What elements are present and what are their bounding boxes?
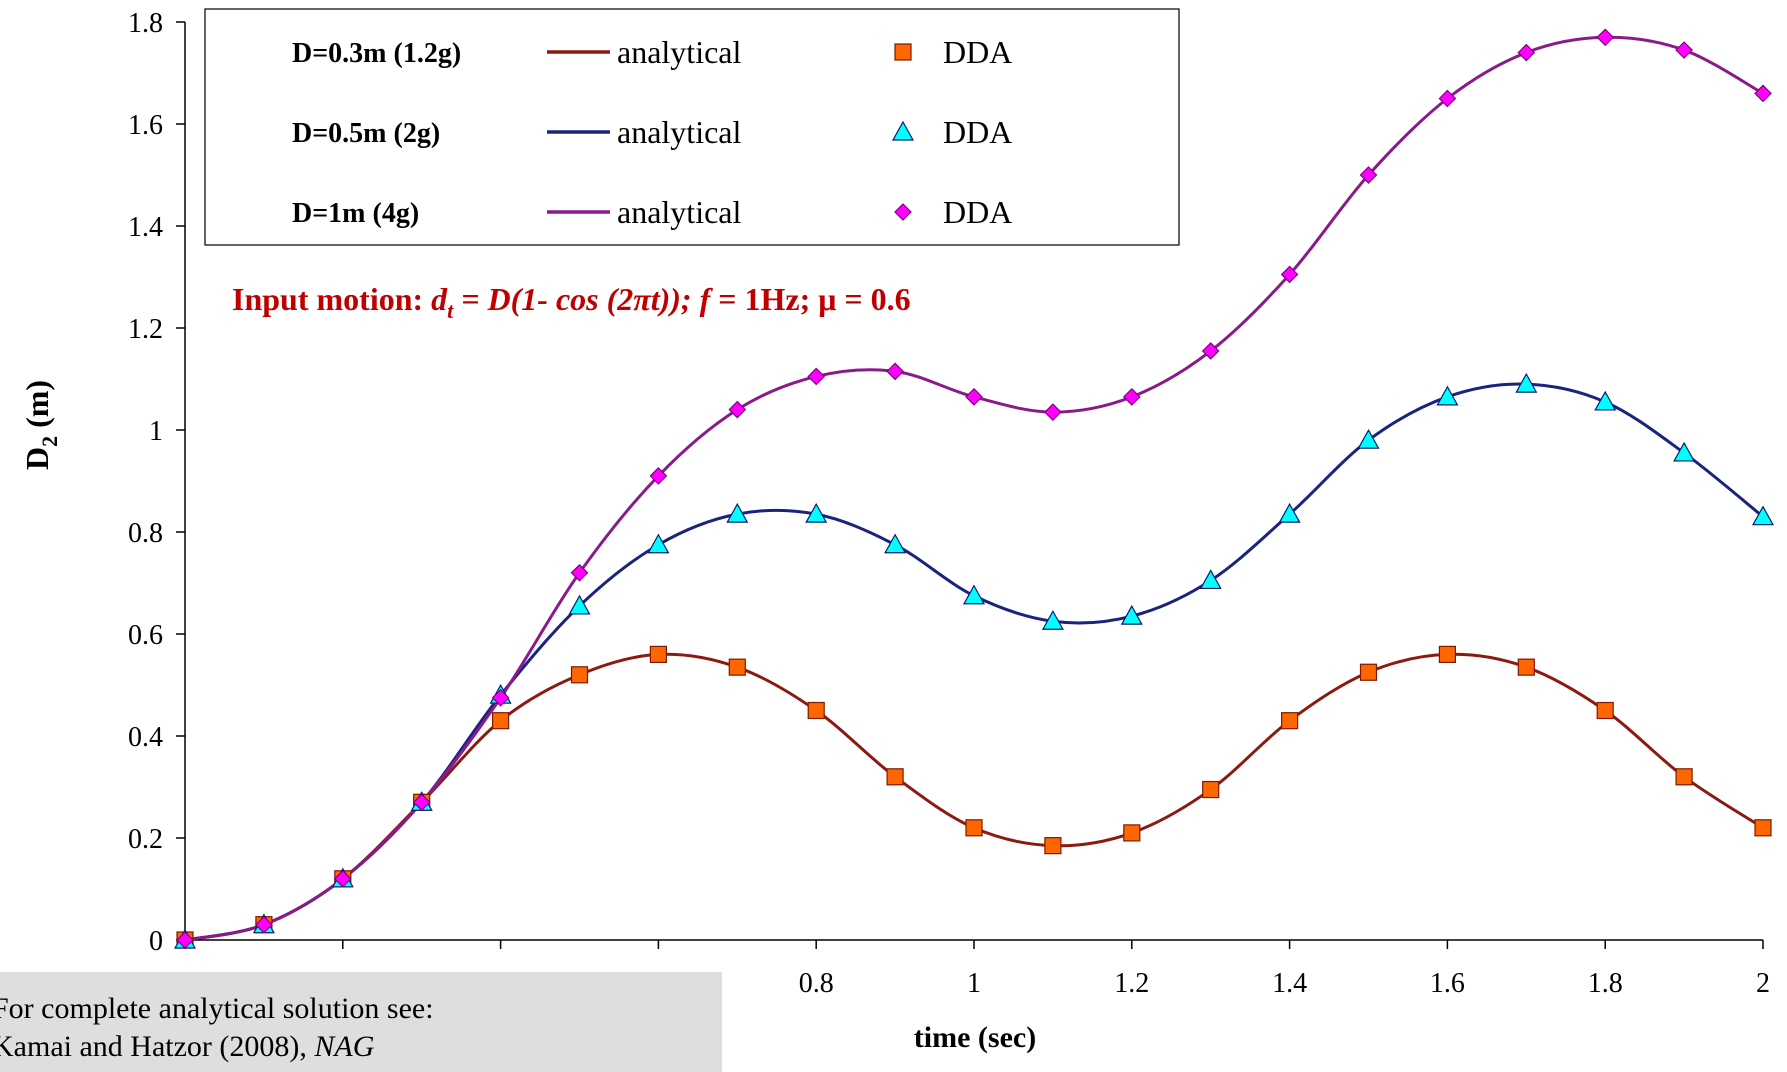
series-2-point xyxy=(885,535,905,553)
reference-note: For complete analytical solution see: Ka… xyxy=(0,972,722,1072)
y-tick-label: 1.2 xyxy=(128,314,163,345)
legend-series-label: D=0.3m (1.2g) xyxy=(292,38,461,69)
y-tick-label: 1 xyxy=(149,416,163,447)
y-axis-title-sub: 2 xyxy=(37,436,62,447)
x-tick-label: 1.4 xyxy=(1272,968,1307,999)
series-1-point xyxy=(966,820,982,836)
x-tick-label: 1.6 xyxy=(1430,968,1465,999)
x-tick-label: 2 xyxy=(1756,968,1770,999)
legend-marker-swatch xyxy=(895,44,911,60)
series-3-point xyxy=(966,389,982,405)
legend-line-label: analytical xyxy=(617,114,741,150)
series-3-point xyxy=(1755,85,1771,101)
y-axis-title: D2 (m) xyxy=(19,380,62,470)
series-1-point xyxy=(1282,713,1298,729)
y-axis-title-unit: (m) xyxy=(19,380,55,436)
legend-series-label: D=1m (4g) xyxy=(292,198,419,229)
series-2-point xyxy=(1595,392,1615,410)
x-axis-title: time (sec) xyxy=(914,1021,1036,1054)
series-1-point xyxy=(493,713,509,729)
y-tick-label: 0.2 xyxy=(128,824,163,855)
series-3-point xyxy=(1597,29,1613,45)
y-tick-label: 1.4 xyxy=(128,212,163,243)
series-3-point xyxy=(808,368,824,384)
x-tick-label: 1 xyxy=(967,968,981,999)
y-tick-label: 0.8 xyxy=(128,518,163,549)
y-tick-label: 0.4 xyxy=(128,722,163,753)
series-2-point xyxy=(964,586,984,604)
y-tick-label: 0 xyxy=(149,926,163,957)
series-1-point xyxy=(572,667,588,683)
x-tick-label: 0.8 xyxy=(799,968,834,999)
series-1-point xyxy=(1203,782,1219,798)
series-1-point xyxy=(729,659,745,675)
series-1-point xyxy=(1518,659,1534,675)
series-1-point xyxy=(650,646,666,662)
x-tick-label: 1.2 xyxy=(1114,968,1149,999)
reference-note-line2: Kamai and Hatzor (2008), NAG xyxy=(0,1028,722,1066)
series-1-point xyxy=(1676,769,1692,785)
y-ticks: 0 0.2 0.4 0.6 0.8 1 1.2 1.4 1.6 1.8 xyxy=(128,8,185,957)
legend-line-label: analytical xyxy=(617,194,741,230)
annotation-prefix: Input motion: xyxy=(232,281,431,317)
legend-line-label: analytical xyxy=(617,34,741,70)
legend: D=0.3m (1.2g) analytical DDA D=0.5m (2g) ana… xyxy=(205,9,1179,245)
series-2-point xyxy=(1201,570,1221,588)
reference-note-line2-italic: NAG xyxy=(314,1030,374,1063)
annotation-rest: = 1Hz; μ = 0.6 xyxy=(710,281,910,317)
series-1-point xyxy=(1597,703,1613,719)
legend-marker-label: DDA xyxy=(943,194,1012,230)
series-1-point xyxy=(887,769,903,785)
y-tick-label: 1.6 xyxy=(128,110,163,141)
y-tick-label: 0.6 xyxy=(128,620,163,651)
annotation-var: d xyxy=(431,281,448,317)
legend-series-label: D=0.5m (2g) xyxy=(292,118,440,149)
series-1-point xyxy=(1439,646,1455,662)
series-1-point xyxy=(808,703,824,719)
series-1-point xyxy=(1124,825,1140,841)
series-3-point xyxy=(1124,389,1140,405)
reference-note-line1: For complete analytical solution see: xyxy=(0,990,722,1028)
series-3-point xyxy=(729,402,745,418)
series-3-point xyxy=(1518,45,1534,61)
series-2-point xyxy=(648,535,668,553)
series-3-point xyxy=(1676,42,1692,58)
series-1-point xyxy=(1755,820,1771,836)
series-2-point xyxy=(1359,430,1379,448)
reference-note-line2-prefix: Kamai and Hatzor (2008), xyxy=(0,1030,314,1063)
series-1-point xyxy=(1361,664,1377,680)
annotation-formula: = D(1- cos (2πt)); xyxy=(453,281,699,317)
series-1-point xyxy=(1045,838,1061,854)
legend-marker-label: DDA xyxy=(943,34,1012,70)
x-tick-label: 1.8 xyxy=(1588,968,1623,999)
y-tick-label: 1.8 xyxy=(128,8,163,39)
series-3-point xyxy=(887,363,903,379)
legend-marker-label: DDA xyxy=(943,114,1012,150)
series-3-point xyxy=(1045,404,1061,420)
input-motion-annotation: Input motion: dt = D(1- cos (2πt)); f = … xyxy=(232,281,911,323)
series-2-point xyxy=(1674,443,1694,461)
y-axis-title-main: D xyxy=(19,447,55,470)
